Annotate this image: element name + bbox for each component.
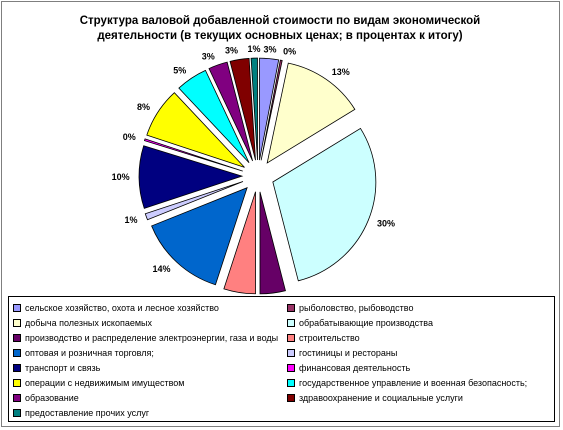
pie-slice (138, 145, 244, 209)
legend-swatch (13, 409, 21, 417)
slice-percent-label: 1% (247, 44, 260, 54)
legend-item: транспорт и связь (13, 361, 100, 375)
legend-label: обрабатывающие производства (299, 318, 433, 328)
slice-percent-label: 5% (173, 66, 186, 76)
legend-label: строительство (299, 333, 360, 343)
legend-label: финансовая деятельность (299, 363, 411, 373)
slice-percent-label: 1% (124, 215, 137, 225)
legend-label: предоставление прочих услуг (25, 408, 150, 418)
legend-swatch (287, 364, 295, 372)
pie-slice (151, 187, 248, 286)
legend-item: производство и распределение электроэнер… (13, 331, 278, 345)
legend-item: операции с недвижимым имуществом (13, 376, 184, 390)
pie-slice (223, 191, 256, 295)
chart-title: Структура валовой добавленной стоимости … (60, 14, 500, 44)
legend-swatch (287, 319, 295, 327)
legend-label: государственное управление и военная без… (299, 378, 528, 388)
legend-swatch (287, 304, 295, 312)
legend-item: образование (13, 391, 79, 405)
legend-label: операции с недвижимым имуществом (25, 378, 185, 388)
slice-percent-label: 3% (264, 44, 277, 54)
legend-item: обрабатывающие производства (287, 316, 433, 330)
legend-swatch (287, 349, 295, 357)
legend-label: здравоохранение и социальные услуги (299, 393, 463, 403)
legend-item: сельское хозяйство, охота и лесное хозяй… (13, 301, 219, 315)
legend-swatch (287, 394, 295, 402)
legend-label: добыча полезных ископаемых (25, 318, 152, 328)
pie-slice (143, 138, 243, 172)
legend-label: транспорт и связь (25, 363, 101, 373)
legend-label: сельское хозяйство, охота и лесное хозяй… (25, 303, 219, 313)
legend-swatch (13, 334, 21, 342)
legend-item: оптовая и розничная торговля; (13, 346, 154, 360)
pie-slice (146, 92, 245, 168)
legend-item: рыболовство, рыбоводство (287, 301, 413, 315)
legend-item: финансовая деятельность (287, 361, 410, 375)
slice-percent-label: 3% (202, 51, 215, 61)
legend-swatch (13, 364, 21, 372)
legend-item: предоставление прочих услуг (13, 406, 149, 420)
legend-label: производство и распределение электроэнер… (25, 333, 279, 343)
legend-label: рыболовство, рыбоводство (299, 303, 414, 313)
slice-percent-label: 0% (283, 46, 296, 56)
legend-swatch (13, 394, 21, 402)
pie-chart: 3%0%13%30%4%5%14%1%10%0%8%5%3%3%1% (112, 44, 395, 295)
pie-slice (266, 62, 356, 164)
chart-legend: сельское хозяйство, охота и лесное хозяй… (8, 296, 555, 422)
pie-slice (229, 57, 256, 161)
chart-title-line-2: деятельности (в текущих основных ценах; … (97, 30, 463, 42)
pie-slice (259, 57, 280, 161)
pie-slice (272, 127, 377, 282)
legend-swatch (13, 349, 21, 357)
legend-item: государственное управление и военная без… (287, 376, 527, 390)
legend-swatch (287, 379, 295, 387)
slice-percent-label: 30% (377, 219, 395, 229)
pie-slice (259, 191, 286, 295)
legend-item: гостиницы и рестораны (287, 346, 397, 360)
legend-swatch (287, 334, 295, 342)
pie-slice (178, 69, 250, 164)
slice-percent-label: 8% (137, 102, 150, 112)
legend-swatch (13, 379, 21, 387)
slice-percent-label: 3% (225, 45, 238, 55)
legend-label: оптовая и розничная торговля; (25, 348, 154, 358)
chart-title-line-1: Структура валовой добавленной стоимости … (79, 15, 481, 27)
pie-slice (260, 59, 283, 161)
legend-item: добыча полезных ископаемых (13, 316, 152, 330)
pie-slice (250, 57, 258, 161)
legend-label: образование (25, 393, 79, 403)
legend-swatch (13, 319, 21, 327)
legend-item: строительство (287, 331, 360, 345)
slice-percent-label: 14% (153, 264, 171, 274)
pie-slice (208, 61, 253, 162)
slice-percent-label: 0% (123, 132, 136, 142)
legend-swatch (13, 304, 21, 312)
legend-item: здравоохранение и социальные услуги (287, 391, 463, 405)
slice-percent-label: 13% (332, 67, 350, 77)
slice-percent-label: 10% (112, 172, 130, 182)
pie-slice (144, 181, 244, 221)
legend-label: гостиницы и рестораны (299, 348, 398, 358)
